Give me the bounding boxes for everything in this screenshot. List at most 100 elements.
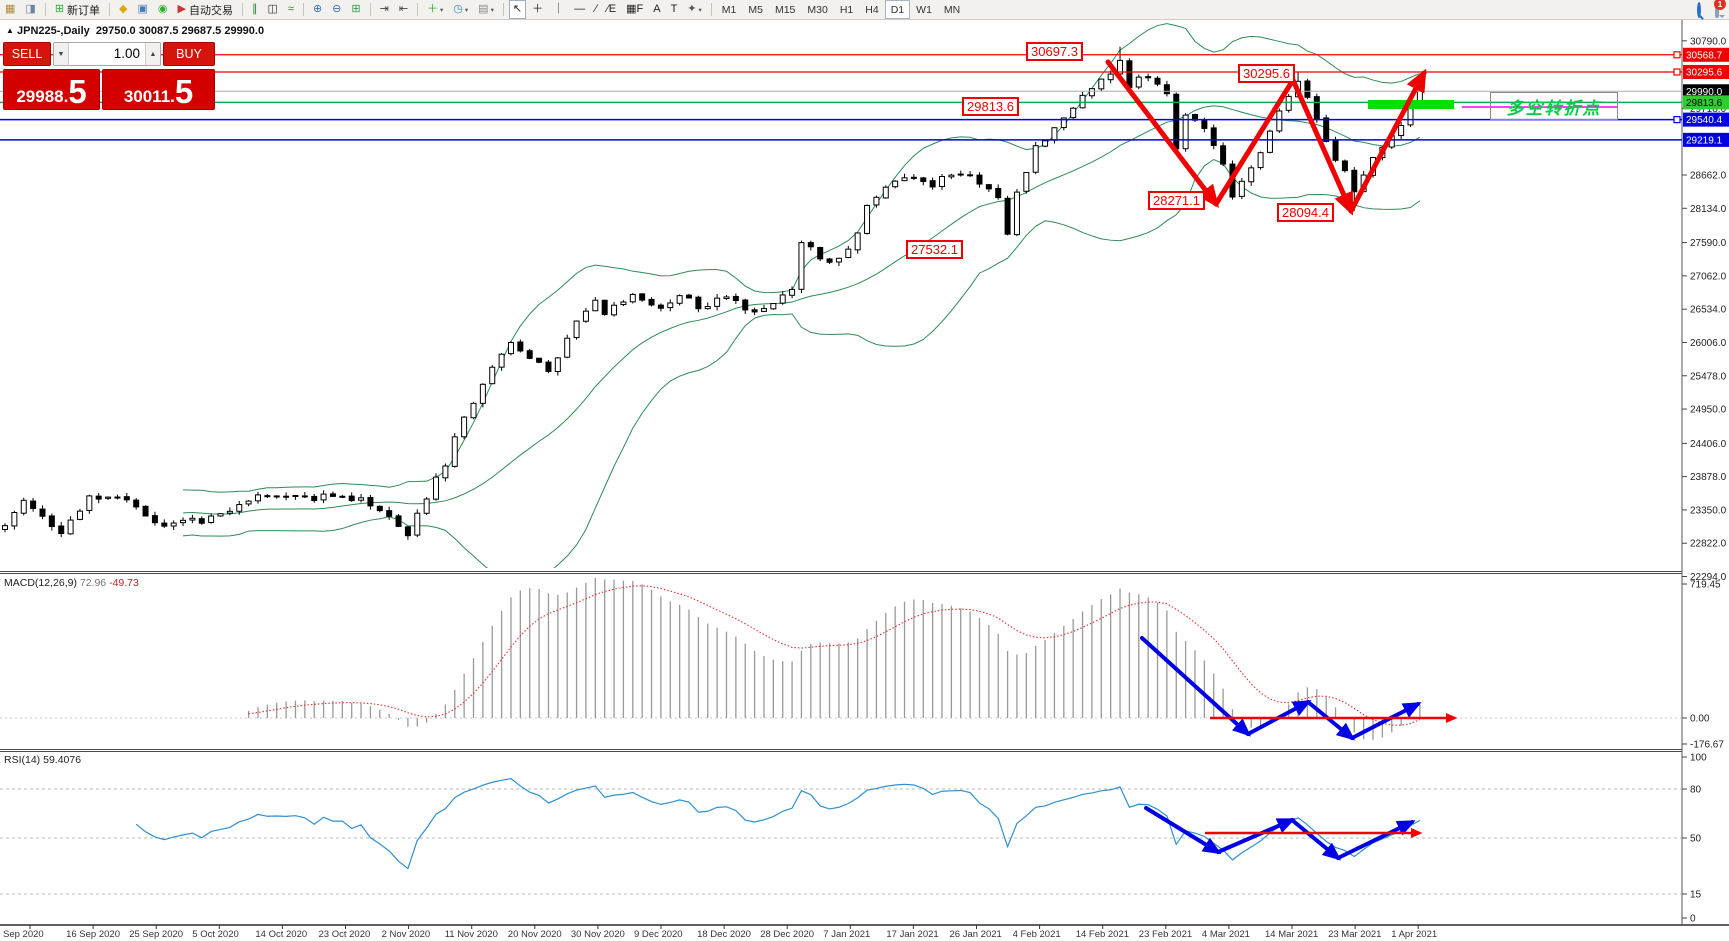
- buy-price[interactable]: 30011. 5: [102, 69, 215, 110]
- svg-text:29718.0: 29718.0: [1690, 104, 1727, 115]
- green-highlight-bar[interactable]: [1368, 100, 1454, 109]
- chevron-down-icon[interactable]: ▾: [490, 6, 494, 14]
- price-callout-29813.6[interactable]: 29813.6: [962, 97, 1019, 116]
- add-indicator-button[interactable]: ＋ ▾: [423, 0, 447, 19]
- notifications-icon[interactable]: 1: [1714, 0, 1726, 18]
- svg-text:Sep 2020: Sep 2020: [3, 929, 44, 940]
- annotation-note[interactable]: 多空转折点: [1490, 92, 1618, 120]
- cursor-button[interactable]: ↖: [508, 0, 527, 19]
- price-callout-28094.4[interactable]: 28094.4: [1277, 203, 1334, 222]
- trendline-button[interactable]: ∕: [591, 0, 601, 19]
- data-window-button[interactable]: ▣: [134, 0, 152, 19]
- timeframe-m30[interactable]: M30: [807, 3, 828, 16]
- period-button[interactable]: ◷ ▾: [449, 0, 472, 19]
- fibonacci-icon: ▦F: [626, 3, 644, 15]
- volume-increase-button[interactable]: ▲: [145, 43, 160, 65]
- price-callout-27532.1[interactable]: 27532.1: [906, 240, 963, 259]
- timeframe-mn[interactable]: MN: [943, 3, 961, 16]
- profiles-button[interactable]: ◨: [21, 0, 39, 19]
- timeframe-d1[interactable]: D1: [884, 0, 911, 19]
- timeframe-m1[interactable]: M1: [721, 3, 737, 16]
- candlestick-chart-button[interactable]: ◫: [263, 0, 281, 19]
- vertical-line-icon: ｜: [553, 3, 565, 15]
- volume-decrease-button[interactable]: ▼: [54, 43, 69, 65]
- svg-text:22294.0: 22294.0: [1690, 572, 1727, 583]
- template-button[interactable]: ▤ ▾: [474, 0, 498, 19]
- svg-text:20 Nov 2020: 20 Nov 2020: [508, 929, 562, 940]
- line-chart-button[interactable]: ≈: [284, 0, 298, 19]
- market-watch-icon: ◆: [119, 3, 128, 15]
- autotrading-button-label: 自动交易: [188, 4, 233, 17]
- svg-text:17 Jan 2021: 17 Jan 2021: [886, 929, 938, 940]
- zoom-out-button[interactable]: ⊖: [328, 0, 345, 19]
- new-order-icon: ⊞: [54, 3, 65, 15]
- chevron-down-icon[interactable]: ▾: [698, 6, 702, 14]
- symbol-marker-icon: ▲: [6, 26, 14, 35]
- new-order-button[interactable]: ⊞ 新订单: [51, 0, 104, 19]
- zoom-in-button[interactable]: ⊕: [309, 0, 326, 19]
- one-click-trading: SELL ▼ 1.00 ▲ BUY 29988. 5 30011. 5: [3, 42, 215, 110]
- fibonacci-button[interactable]: ▦F: [622, 0, 647, 19]
- svg-text:719.45: 719.45: [1690, 580, 1721, 591]
- svg-text:26006.0: 26006.0: [1690, 338, 1727, 349]
- volume-stepper[interactable]: ▼ 1.00 ▲: [53, 42, 161, 66]
- toolbar-separator: [369, 3, 371, 16]
- svg-text:0: 0: [1690, 914, 1696, 925]
- tile-windows-button[interactable]: ⊞: [347, 0, 364, 19]
- shapes-button[interactable]: ✦ ▾: [683, 0, 705, 19]
- annotations-layer[interactable]: [1368, 100, 1618, 109]
- new-chart-button[interactable]: ▦: [1, 0, 19, 19]
- macd-pane: [0, 578, 1682, 740]
- price-axis[interactable]: 30790.0 29718.0 28662.0 28134.0 27590.0 27062…: [1673, 36, 1729, 925]
- horizontal-line-icon: —: [574, 3, 586, 15]
- chart-shift-button[interactable]: ⇥: [376, 0, 393, 19]
- bar-chart-icon: ∥: [251, 3, 258, 15]
- vertical-line-button[interactable]: ｜: [549, 0, 568, 19]
- search-icon[interactable]: [1697, 1, 1701, 18]
- horizontal-lines-layer[interactable]: [0, 54, 1682, 141]
- channel-button[interactable]: ∕E: [603, 0, 620, 19]
- timeframe-h4[interactable]: H4: [865, 3, 879, 16]
- main-trend-arrows[interactable]: [1105, 59, 1427, 216]
- add-indicator-icon: ＋: [427, 3, 439, 15]
- sell-price[interactable]: 29988. 5: [3, 69, 101, 110]
- rsi-line: [135, 778, 1421, 870]
- candlestick-chart-icon: ◫: [267, 3, 278, 15]
- horizontal-line-button[interactable]: —: [570, 0, 589, 19]
- trade-quotes-row: 29988. 5 30011. 5: [3, 69, 215, 110]
- strategy-tester-button[interactable]: ◉: [154, 0, 172, 19]
- macd-blue-arrows[interactable]: [1140, 636, 1422, 741]
- sell-button[interactable]: SELL: [3, 42, 51, 66]
- rsi-blue-arrows[interactable]: [1144, 806, 1416, 861]
- timeframe-w1[interactable]: W1: [916, 3, 932, 16]
- chart-shift-icon: ⇥: [379, 3, 389, 15]
- price-callout-30295.6[interactable]: 30295.6: [1238, 64, 1295, 83]
- buy-button[interactable]: BUY: [163, 42, 215, 66]
- price-callout-28271.1[interactable]: 28271.1: [1148, 191, 1205, 210]
- autotrading-button[interactable]: ▶ 自动交易: [174, 0, 237, 19]
- timeframe-m15[interactable]: M15: [774, 3, 796, 16]
- svg-text:24950.0: 24950.0: [1690, 405, 1727, 416]
- svg-text:25478.0: 25478.0: [1690, 371, 1727, 382]
- timeframe-m5[interactable]: M5: [748, 3, 763, 16]
- market-watch-button[interactable]: ◆: [115, 0, 131, 19]
- bar-chart-button[interactable]: ∥: [248, 0, 262, 19]
- time-axis[interactable]: Sep 2020 16 Sep 2020 25 Sep 2020 5 Oct 2020…: [3, 925, 1437, 940]
- trendline-icon: ∕: [595, 3, 597, 15]
- svg-text:14 Feb 2021: 14 Feb 2021: [1076, 929, 1129, 940]
- chevron-down-icon[interactable]: ▾: [440, 6, 444, 14]
- svg-text:28662.0: 28662.0: [1690, 171, 1727, 182]
- volume-value[interactable]: 1.00: [113, 46, 140, 61]
- svg-text:22822.0: 22822.0: [1690, 539, 1727, 550]
- svg-text:0.00: 0.00: [1690, 714, 1710, 725]
- chevron-down-icon[interactable]: ▾: [464, 6, 469, 14]
- text-label-button[interactable]: T: [667, 0, 682, 19]
- timeframe-h1[interactable]: H1: [839, 3, 854, 16]
- text-button[interactable]: A: [649, 0, 664, 19]
- auto-scroll-button[interactable]: ⇤: [395, 0, 412, 19]
- toolbar-right: 1: [1697, 0, 1726, 18]
- price-callout-30697.3[interactable]: 30697.3: [1026, 42, 1083, 61]
- new-order-button-label: 新订单: [67, 4, 101, 17]
- crosshair-button[interactable]: ＋: [528, 0, 547, 19]
